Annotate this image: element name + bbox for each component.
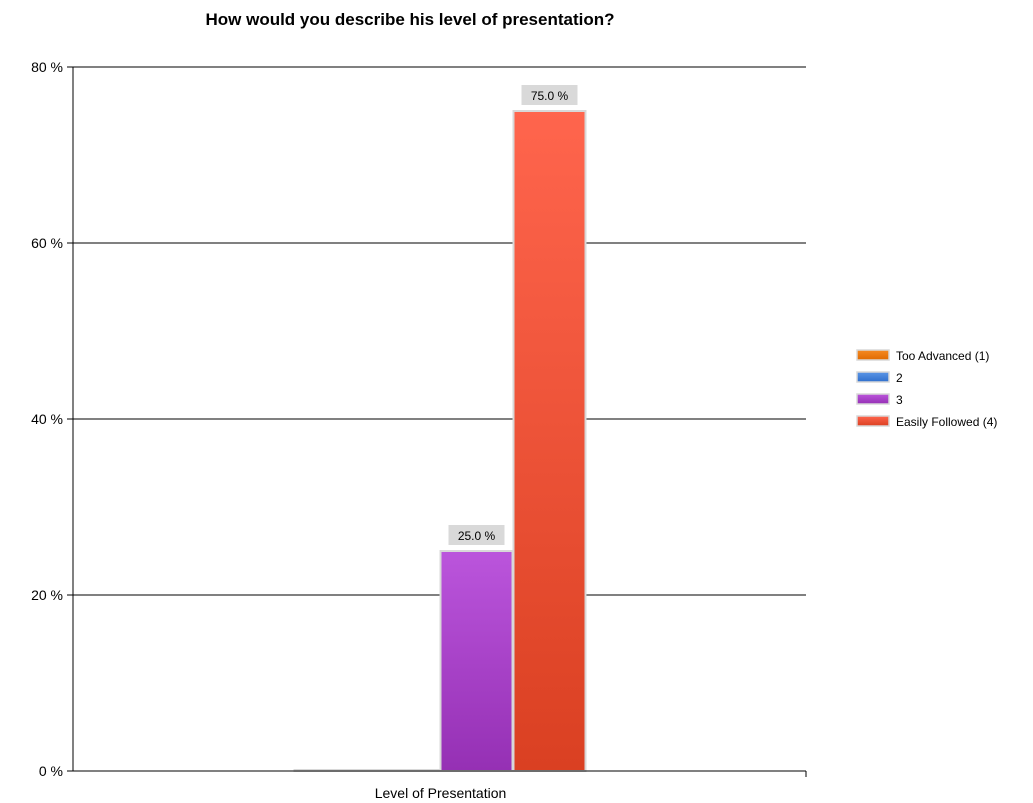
legend-swatch (856, 349, 890, 361)
data-label-box (448, 525, 505, 545)
chart-title: How would you describe his level of pres… (205, 10, 615, 29)
y-tick-label: 80 % (31, 59, 63, 75)
legend-label: 3 (896, 393, 903, 407)
data-label: 25.0 % (458, 529, 496, 543)
legend-swatch (856, 393, 890, 405)
legend-label: Too Advanced (1) (896, 349, 989, 363)
legend-swatch (856, 371, 890, 383)
legend-swatch (856, 415, 890, 427)
bar-3 (439, 550, 514, 772)
data-label: 75.0 % (531, 89, 569, 103)
y-tick-label: 40 % (31, 411, 63, 427)
legend-label: Easily Followed (4) (896, 415, 997, 429)
x-category-label: Level of Presentation (375, 785, 507, 801)
legend-label: 2 (896, 371, 903, 385)
y-tick-label: 20 % (31, 587, 63, 603)
y-tick-label: 60 % (31, 235, 63, 251)
y-tick-label: 0 % (39, 763, 63, 779)
bar-easily-followed-4 (512, 110, 587, 772)
data-label-box (521, 85, 578, 105)
